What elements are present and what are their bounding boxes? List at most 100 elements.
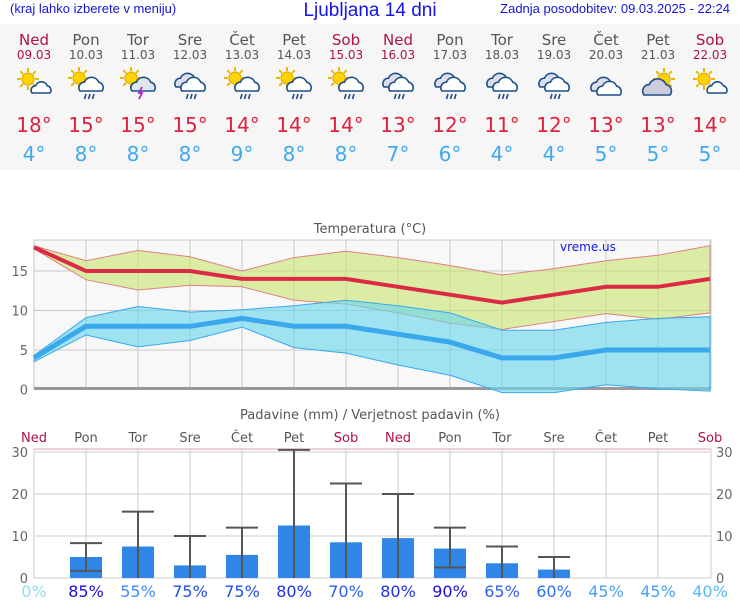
precip-probability: 45% (588, 582, 624, 600)
precip-y-tick-right: 0 (716, 572, 724, 587)
max-temp: 15° (120, 113, 156, 137)
precip-probability: 55% (120, 582, 156, 600)
precip-probability: 45% (640, 582, 676, 600)
day-date: 19.03 (536, 48, 572, 62)
sun-cloud-rain-icon (224, 67, 260, 100)
max-temp: 14° (224, 113, 260, 137)
max-temp: 12° (536, 113, 572, 137)
precip-probability: 70% (328, 582, 364, 600)
cloud-rain-icon (434, 72, 466, 100)
min-temp: 9° (230, 142, 254, 166)
min-temp: 8° (334, 142, 358, 166)
max-temp: 13° (640, 113, 676, 137)
min-temp: 8° (74, 142, 98, 166)
precip-probability: 75% (224, 582, 260, 600)
sun-cloud-rain-icon (68, 67, 104, 100)
day-name: Sre (177, 31, 203, 49)
precip-y-tick-left: 30 (11, 446, 28, 461)
precip-y-tick-left: 20 (11, 488, 28, 503)
sun-cloud-rain-icon (276, 67, 312, 100)
precip-chart-title: Padavine (mm) / Verjetnost padavin (%) (240, 408, 500, 423)
precip-day-label: Pon (438, 431, 462, 446)
min-temp: 5° (646, 142, 670, 166)
day-date: 22.03 (692, 48, 728, 62)
temp-y-tick: 15 (11, 265, 28, 280)
precip-day-label: Sre (179, 431, 200, 446)
max-temp: 13° (588, 113, 624, 137)
day-column: Pon 17.03 12° 6° (424, 31, 476, 167)
precip-probability: 80% (276, 582, 312, 600)
precip-probability: 90% (432, 582, 468, 600)
day-column: Ned 16.03 13° 7° (372, 31, 424, 167)
day-date: 20.03 (588, 48, 624, 62)
min-temp: 8° (282, 142, 306, 166)
day-column: Pet 14.03 14° 8° (268, 32, 320, 166)
temp-axis-base (34, 387, 711, 390)
precip-y-tick-right: 20 (716, 488, 733, 503)
sun-cloud-rain-icon (328, 67, 364, 100)
day-column: Sob 22.03 14° 5° (684, 32, 736, 166)
max-temp: 14° (692, 113, 728, 137)
cloud-rain-icon (382, 72, 414, 100)
precip-day-label: Tor (127, 431, 148, 446)
day-column: Pon 10.03 15° 8° (60, 32, 112, 166)
max-temp: 14° (328, 113, 364, 137)
temp-chart-title: Temperatura (°C) (313, 222, 426, 237)
cloud-icon (590, 76, 622, 96)
min-temp: 8° (126, 142, 150, 166)
precip-day-label: Sob (334, 431, 358, 446)
day-column: Sre 12.03 15° 8° (164, 31, 216, 167)
precip-y-tick-left: 0 (20, 572, 28, 587)
day-date: 16.03 (380, 48, 416, 62)
day-column: Pet 21.03 13° 5° (632, 31, 684, 167)
day-name: Čet (229, 31, 255, 49)
day-name: Pon (72, 31, 100, 49)
temp-y-tick: 5 (20, 344, 28, 359)
day-name: Ned (19, 31, 49, 49)
day-column: Sob 15.03 14° 8° (320, 32, 372, 166)
precip-day-label: Ned (385, 431, 411, 446)
day-date: 21.03 (640, 48, 676, 62)
min-temp: 8° (178, 142, 202, 166)
min-temp-line (32, 315, 710, 361)
day-column: Ned 09.03 18° 4° (8, 32, 60, 166)
precip-probability: 60% (536, 582, 572, 600)
day-date: 18.03 (484, 48, 520, 62)
day-date: 10.03 (68, 48, 104, 62)
day-column: Sre 19.03 12° 4° (528, 32, 580, 167)
sun-cloud-thunder-icon (120, 67, 156, 100)
max-temp: 12° (432, 113, 468, 137)
max-temp-band (33, 245, 711, 330)
day-name: Čet (593, 31, 619, 49)
min-temp: 4° (22, 142, 46, 166)
region-hint-link[interactable]: (kraj lahko izberete v meniju) (10, 1, 177, 16)
precip-day-label: Pet (648, 431, 668, 446)
day-name: Pet (646, 31, 670, 49)
day-column: Tor 18.03 11° 4° (476, 31, 528, 167)
day-name: Pet (282, 31, 306, 49)
precip-day-label: Pet (284, 431, 304, 446)
day-name: Tor (491, 31, 513, 49)
precip-probability: 75% (172, 582, 208, 600)
max-temp: 13° (380, 113, 416, 137)
day-date: 15.03 (328, 48, 364, 62)
day-column: Tor 11.03 15° 8° (112, 32, 164, 166)
day-name: Ned (383, 31, 413, 49)
sun-cloud-icon (17, 68, 52, 94)
watermark: vreme.us (560, 240, 616, 254)
precip-day-label: Ned (21, 431, 47, 446)
max-temp: 18° (16, 113, 52, 137)
day-name: Pon (436, 31, 464, 49)
max-temp-line (33, 245, 711, 305)
max-temp: 15° (68, 113, 104, 137)
min-temp: 4° (542, 142, 566, 166)
max-temp: 15° (172, 113, 208, 137)
precip-probability: 40% (692, 582, 728, 600)
precip-probability: 80% (380, 582, 416, 600)
precip-y-tick-left: 10 (11, 530, 28, 545)
min-temp: 5° (698, 142, 722, 166)
day-date: 12.03 (172, 48, 208, 62)
precip-probability: 85% (68, 582, 104, 600)
day-name: Sob (331, 31, 361, 49)
